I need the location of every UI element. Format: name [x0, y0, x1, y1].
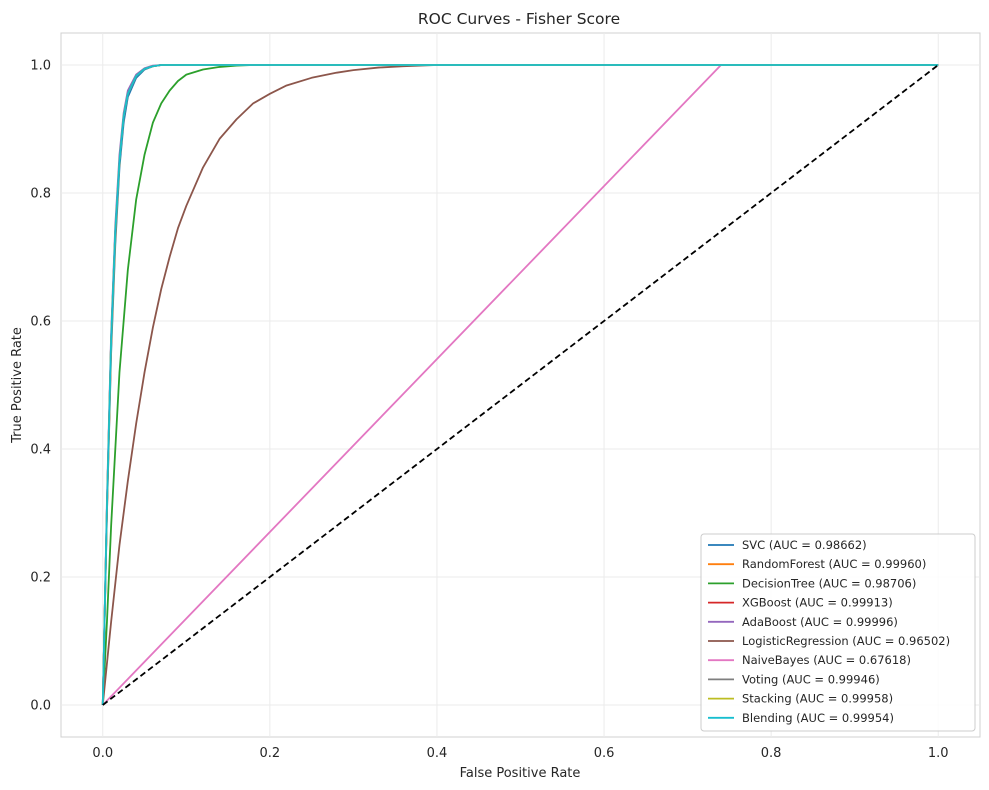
legend: SVC (AUC = 0.98662) RandomForest (AUC = 0…: [700, 533, 976, 732]
ticks: 0.0 0.2 0.4 0.6 0.8 1.0 0.0 0.2 0.4 0.6 0.8 1.0: [30, 59, 948, 762]
y-axis-label: True Positive Rate: [10, 327, 25, 444]
series-line-9: [101, 64, 939, 706]
y-tick-label: 0.4: [30, 443, 51, 458]
legend-entry-5: LogisticRegression (AUC = 0.96502): [742, 634, 950, 648]
y-tick-label: 0.8: [30, 187, 51, 202]
series-layer: [101, 64, 939, 706]
x-tick-label: 1.0: [928, 746, 949, 761]
legend-entry-0: SVC (AUC = 0.98662): [742, 538, 867, 552]
legend-entry-6: NaiveBayes (AUC = 0.67618): [742, 653, 911, 667]
legend-entry-2: DecisionTree (AUC = 0.98706): [742, 576, 916, 590]
legend-entry-1: RandomForest (AUC = 0.99960): [742, 557, 926, 571]
x-axis-label: False Positive Rate: [460, 766, 581, 781]
x-tick-label: 0.2: [260, 746, 281, 761]
grid: [61, 33, 980, 737]
legend-entry-8: Stacking (AUC = 0.99958): [742, 692, 893, 706]
x-tick-label: 0.6: [594, 746, 615, 761]
y-tick-label: 0.2: [30, 571, 51, 586]
x-tick-label: 0.8: [761, 746, 782, 761]
series-line-5: [101, 64, 939, 706]
legend-entry-4: AdaBoost (AUC = 0.99996): [742, 615, 898, 629]
legend-entry-7: Voting (AUC = 0.99946): [742, 672, 880, 686]
reference-diagonal-line: [102, 64, 939, 706]
y-tick-label: 1.0: [30, 59, 51, 74]
chart-title: ROC Curves - Fisher Score: [418, 10, 620, 28]
legend-entry-9: Blending (AUC = 0.99954): [742, 711, 894, 725]
legend-box: [700, 533, 976, 732]
y-tick-label: 0.0: [30, 699, 51, 714]
x-tick-label: 0.0: [92, 746, 113, 761]
legend-entry-3: XGBoost (AUC = 0.99913): [742, 596, 893, 610]
y-tick-label: 0.6: [30, 315, 51, 330]
x-tick-label: 0.4: [427, 746, 448, 761]
